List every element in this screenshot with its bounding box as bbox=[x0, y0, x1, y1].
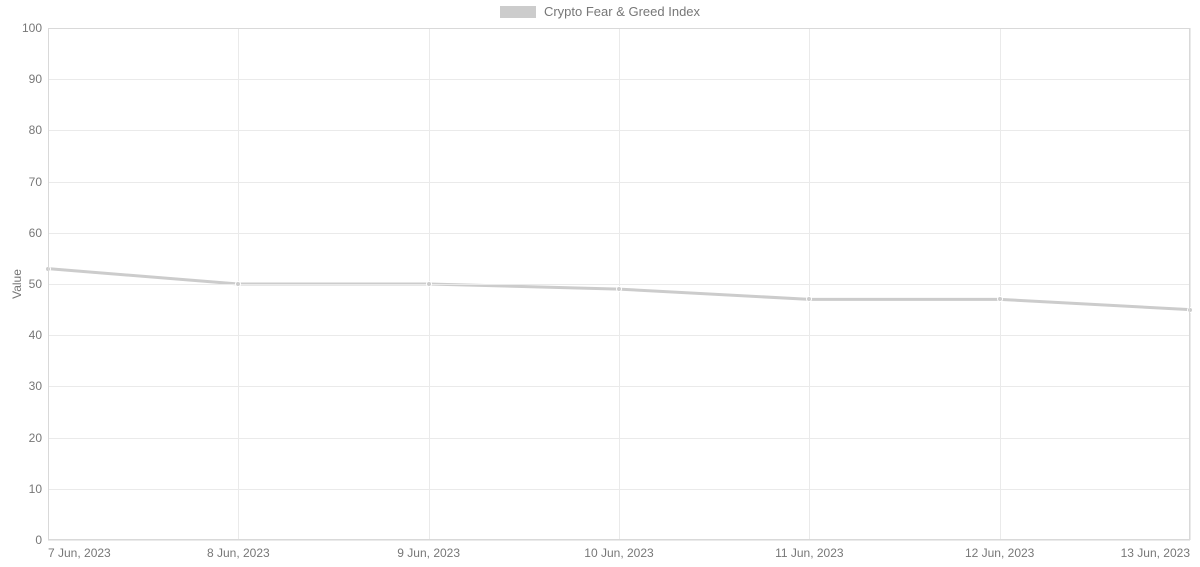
data-point[interactable] bbox=[235, 281, 241, 287]
y-tick-label: 40 bbox=[29, 328, 42, 342]
x-tick-label: 10 Jun, 2023 bbox=[584, 546, 653, 560]
plot-area: 01020304050607080901007 Jun, 20238 Jun, … bbox=[48, 28, 1190, 540]
x-tick-label: 13 Jun, 2023 bbox=[1121, 546, 1190, 560]
y-tick-label: 100 bbox=[22, 21, 42, 35]
y-tick-label: 80 bbox=[29, 123, 42, 137]
fear-greed-chart: Crypto Fear & Greed Index Value 01020304… bbox=[0, 0, 1200, 567]
data-point[interactable] bbox=[806, 296, 812, 302]
y-tick-label: 90 bbox=[29, 72, 42, 86]
data-point[interactable] bbox=[1187, 307, 1193, 313]
data-point[interactable] bbox=[997, 296, 1003, 302]
y-tick-label: 0 bbox=[35, 533, 42, 547]
x-tick-label: 11 Jun, 2023 bbox=[775, 546, 844, 560]
y-tick-label: 60 bbox=[29, 226, 42, 240]
x-tick-label: 9 Jun, 2023 bbox=[397, 546, 460, 560]
y-tick-label: 10 bbox=[29, 482, 42, 496]
y-tick-label: 70 bbox=[29, 175, 42, 189]
data-point[interactable] bbox=[616, 286, 622, 292]
data-point[interactable] bbox=[45, 266, 51, 272]
gridline-x bbox=[48, 28, 49, 540]
y-tick-label: 30 bbox=[29, 379, 42, 393]
legend-swatch bbox=[500, 6, 536, 18]
gridline-x bbox=[1190, 28, 1191, 540]
y-tick-label: 20 bbox=[29, 431, 42, 445]
y-axis-title: Value bbox=[10, 269, 24, 299]
y-tick-label: 50 bbox=[29, 277, 42, 291]
chart-legend: Crypto Fear & Greed Index bbox=[0, 4, 1200, 23]
gridline-x bbox=[1000, 28, 1001, 540]
gridline-y bbox=[48, 540, 1190, 541]
x-tick-label: 12 Jun, 2023 bbox=[965, 546, 1034, 560]
gridline-x bbox=[809, 28, 810, 540]
x-tick-label: 7 Jun, 2023 bbox=[48, 546, 111, 560]
data-point[interactable] bbox=[426, 281, 432, 287]
gridline-x bbox=[619, 28, 620, 540]
legend-label: Crypto Fear & Greed Index bbox=[544, 4, 700, 19]
x-tick-label: 8 Jun, 2023 bbox=[207, 546, 270, 560]
